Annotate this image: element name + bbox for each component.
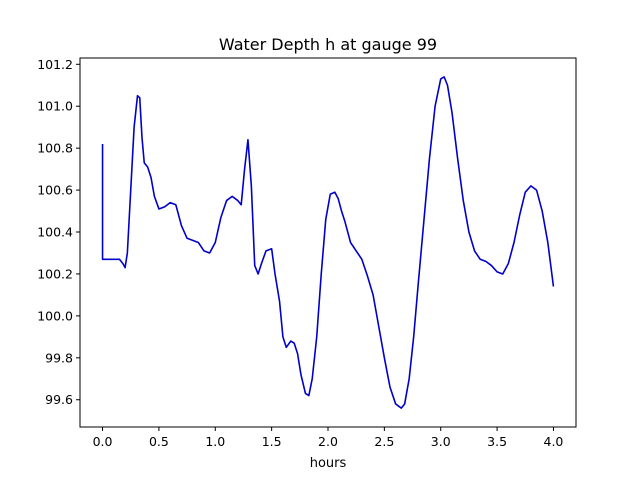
x-tick-label: 0.0	[93, 434, 113, 449]
x-tick-label: 0.5	[149, 434, 169, 449]
y-tick-label: 99.8	[45, 350, 73, 365]
x-tick-label: 1.0	[205, 434, 225, 449]
x-tick-label: 3.0	[431, 434, 451, 449]
y-tick-label: 99.6	[45, 392, 73, 407]
x-tick-label: 1.5	[262, 434, 282, 449]
y-tick-label: 100.8	[37, 141, 73, 156]
chart-title: Water Depth h at gauge 99	[219, 35, 437, 54]
y-tick-label: 100.6	[37, 183, 73, 198]
x-tick-label: 3.5	[487, 434, 507, 449]
y-tick-label: 101.0	[37, 99, 73, 114]
x-tick-label: 4.0	[544, 434, 564, 449]
y-tick-label: 100.4	[37, 225, 73, 240]
y-tick-label: 101.2	[37, 57, 73, 72]
x-axis-label: hours	[310, 456, 347, 471]
y-tick-label: 100.2	[37, 266, 73, 281]
x-tick-label: 2.5	[374, 434, 394, 449]
x-tick-label: 2.0	[318, 434, 338, 449]
y-tick-label: 100.0	[37, 308, 73, 323]
series-line-0	[101, 76, 555, 409]
